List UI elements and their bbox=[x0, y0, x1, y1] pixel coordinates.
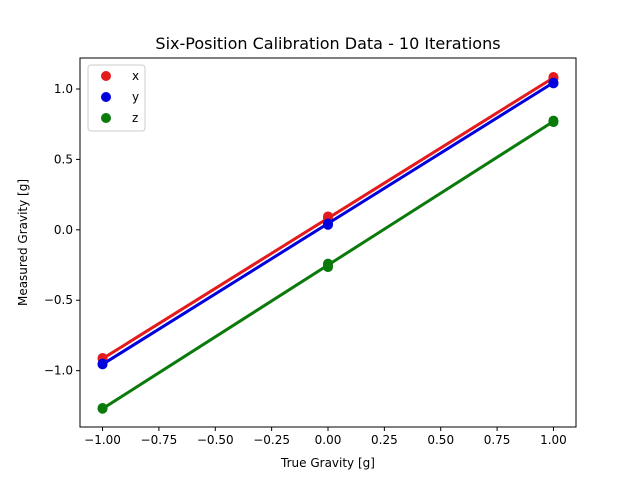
data-point-y bbox=[548, 77, 559, 88]
legend-marker-x bbox=[101, 71, 111, 81]
y-axis: −1.0 −0.5 0.0 0.5 1.0 bbox=[44, 82, 80, 378]
x-tick-label: −0.25 bbox=[253, 433, 290, 447]
x-tick-label: 1.00 bbox=[540, 433, 567, 447]
legend-marker-z bbox=[101, 113, 111, 123]
y-tick-label: 1.0 bbox=[54, 82, 73, 96]
y-tick-label: −0.5 bbox=[44, 293, 73, 307]
chart-title: Six-Position Calibration Data - 10 Itera… bbox=[155, 34, 500, 53]
plot-area bbox=[97, 72, 559, 414]
legend-label-z: z bbox=[132, 111, 138, 125]
y-tick-label: 0.0 bbox=[54, 223, 73, 237]
series-y bbox=[97, 77, 559, 370]
legend-marker-y bbox=[101, 92, 111, 102]
data-point-y bbox=[323, 218, 333, 229]
y-tick-label: −1.0 bbox=[44, 364, 73, 378]
x-tick-label: 0.50 bbox=[427, 433, 454, 447]
series-z bbox=[97, 115, 559, 414]
legend-frame bbox=[87, 64, 146, 132]
y-tick-label: 0.5 bbox=[54, 152, 73, 166]
x-tick-label: 0.75 bbox=[484, 433, 511, 447]
data-point-z bbox=[323, 262, 333, 273]
x-tick-label: 0.00 bbox=[315, 433, 342, 447]
x-tick-label: 0.25 bbox=[371, 433, 398, 447]
data-point-z bbox=[548, 115, 559, 126]
data-point-y bbox=[97, 359, 108, 370]
legend: xyz bbox=[87, 64, 146, 132]
data-point-z bbox=[97, 402, 108, 413]
y-axis-label: Measured Gravity [g] bbox=[16, 179, 30, 306]
x-axis-label: True Gravity [g] bbox=[280, 456, 375, 470]
x-tick-label: −1.00 bbox=[84, 433, 121, 447]
x-tick-label: −0.50 bbox=[197, 433, 234, 447]
legend-label-x: x bbox=[132, 69, 139, 83]
x-axis: −1.00 −0.75 −0.50 −0.25 0.00 0.25 0.50 0.75 1.00 bbox=[84, 427, 567, 447]
legend-label-y: y bbox=[132, 90, 139, 104]
data-point-x bbox=[323, 211, 333, 222]
x-tick-label: −0.75 bbox=[141, 433, 178, 447]
